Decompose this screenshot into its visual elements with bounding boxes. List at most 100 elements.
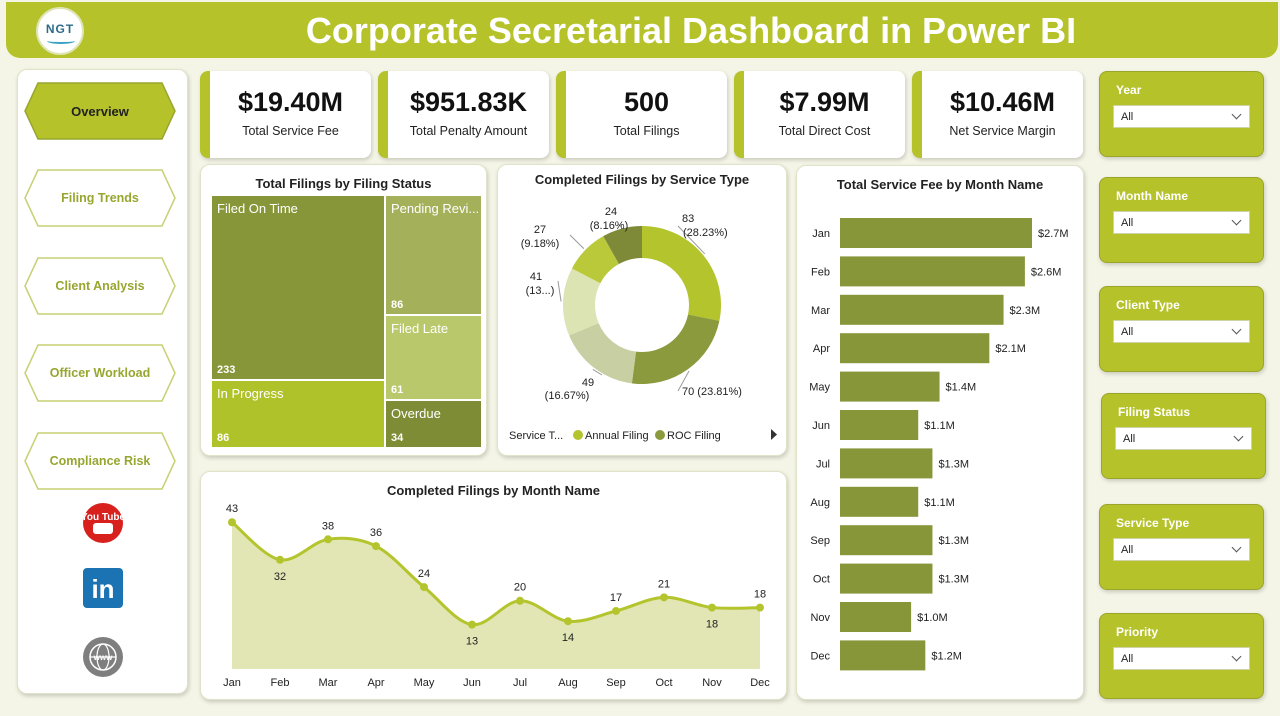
bar[interactable] [840,563,933,594]
bar[interactable] [840,294,1004,325]
area-x-tick-label: Apr [367,677,384,689]
priority-dropdown[interactable]: All [1113,647,1250,670]
bar[interactable] [840,218,1032,248]
month-name-dropdown[interactable]: All [1113,211,1250,234]
area-point[interactable] [708,603,716,612]
filing-status-dropdown[interactable]: All [1115,427,1252,450]
area-point[interactable] [324,535,332,544]
bar[interactable] [840,602,912,632]
nav-label: Filing Trends [61,191,139,205]
bar-chart: Jan $2.7M Feb $2.6M Mar $2.3M Apr $2.1M May $1.4M… [809,218,1069,671]
filter-label: Service Type [1116,516,1190,530]
donut-leader-line [557,280,562,302]
bar-category-label: Oct [813,574,830,586]
bar[interactable] [840,448,933,479]
area-point[interactable] [372,542,380,551]
filter-filing-status: Filing Status All [1101,393,1266,479]
header-bar: NGT Corporate Secretarial Dashboard in P… [6,2,1278,58]
filter-service-type: Service Type All [1099,504,1264,590]
bar-category-label: Mar [811,305,830,317]
kpi-label: Total Direct Cost [778,124,871,138]
logo-swoosh-icon [47,38,75,44]
client-type-dropdown[interactable]: All [1113,320,1250,343]
area-x-tick-label: Nov [702,677,722,689]
donut-slice[interactable] [571,236,619,284]
treemap-cell-pending-review[interactable]: Pending Revi... 86 [386,196,481,314]
area-x-tick-label: Mar [319,677,338,689]
donut-slice[interactable] [563,268,601,336]
donut-slice[interactable] [642,226,721,321]
kpi-value: $10.46M [949,87,1056,117]
bar-value-label: $1.1M [924,420,955,432]
kpi-label: Total Penalty Amount [409,124,528,138]
donut-slice[interactable] [603,226,642,265]
dropdown-value: All [1121,217,1134,229]
area-data-label: 24 [418,568,430,580]
nav-button-overview[interactable]: Overview [24,82,176,140]
bar-chart-panel: Total Service Fee by Month Name Jan $2.7M… [796,165,1084,700]
area-x-tick-label: Feb [271,677,290,689]
bar-value-label: $1.3M [938,458,969,470]
kpi-card-total-direct-cost: $7.99M Total Direct Cost [734,71,905,158]
chevron-down-icon [1233,431,1244,442]
linkedin-icon[interactable]: in [82,567,124,609]
area-data-label: 38 [322,520,334,532]
donut-slice[interactable] [631,314,720,384]
treemap-cell-overdue[interactable]: Overdue 34 [386,401,481,447]
linkedin-icon-text: in [91,574,114,604]
area-point[interactable] [228,518,236,527]
area-x-tick-label: Sep [606,677,626,689]
nav-button-client-analysis[interactable]: Client Analysis [24,257,176,315]
bar[interactable] [840,333,990,364]
nav-button-filing-trends[interactable]: Filing Trends [24,169,176,227]
filter-year: Year All [1099,71,1264,157]
area-data-label: 32 [274,571,286,583]
bar[interactable] [840,256,1025,287]
bar-value-label: $2.6M [1031,266,1062,278]
treemap-cell-in-progress[interactable]: In Progress 86 [212,381,384,447]
area-point[interactable] [660,593,668,602]
bar[interactable] [840,486,919,517]
nav-label: Overview [71,103,129,119]
treemap-cell-name: Overdue [391,406,441,421]
area-point[interactable] [564,617,572,626]
treemap-cell-filed-late[interactable]: Filed Late 61 [386,316,481,399]
legend-scroll-right-icon[interactable] [771,429,777,440]
area-point[interactable] [468,620,476,629]
donut-title: Completed Filings by Service Type [534,172,750,187]
treemap-cell-count: 61 [391,384,404,396]
year-dropdown[interactable]: All [1113,105,1250,128]
nav-button-compliance-risk[interactable]: Compliance Risk [24,432,176,490]
donut-data-label: 27 [534,224,546,236]
bar[interactable] [840,371,940,402]
area-point[interactable] [756,603,764,612]
dropdown-value: All [1121,111,1134,123]
nav-hexagon [24,169,176,227]
filter-label: Client Type [1116,298,1180,312]
treemap-cell-filed-on-time[interactable]: Filed On Time 233 [212,196,384,379]
area-point[interactable] [612,606,620,615]
legend-label-roc-filing[interactable]: ROC Filing [667,430,721,442]
nav-button-officer-workload[interactable]: Officer Workload [24,344,176,402]
treemap-title: Total Filings by Filing Status [255,176,432,191]
kpi-label: Total Filings [613,124,680,138]
bar[interactable] [840,410,919,440]
area-point[interactable] [516,596,524,605]
website-icon[interactable]: www [82,636,124,678]
dropdown-value: All [1121,544,1134,556]
bar[interactable] [840,640,926,671]
area-data-label: 18 [706,619,718,631]
donut-slice[interactable] [569,323,636,384]
bar[interactable] [840,525,933,556]
donut-data-label-percent: (16.67%) [545,390,590,402]
youtube-icon[interactable]: You Tube [82,502,124,544]
kpi-card-total-filings: 500 Total Filings [556,71,727,158]
area-data-label: 18 [754,589,766,601]
area-point[interactable] [420,583,428,592]
area-data-label: 14 [562,632,574,644]
legend-label-annual-filing[interactable]: Annual Filing [585,430,649,442]
area-point[interactable] [276,555,284,564]
area-chart: 43 Jan 32 Feb 38 Mar 36 Apr 24 May 13 Jun 20 Jul 14 Aug… [223,503,770,689]
service-type-dropdown[interactable]: All [1113,538,1250,561]
bar-category-label: Jun [812,420,830,432]
